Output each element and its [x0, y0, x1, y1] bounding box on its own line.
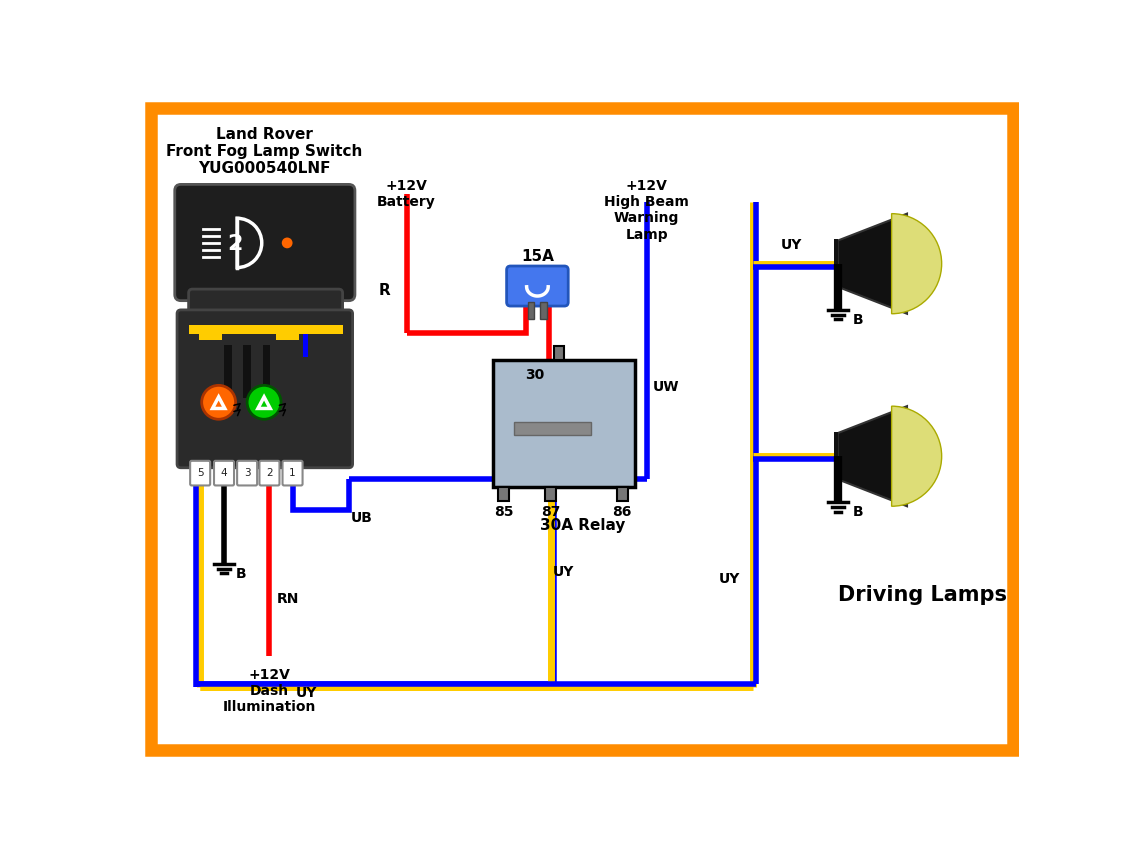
Text: UY: UY [296, 686, 317, 700]
Polygon shape [838, 213, 907, 314]
Bar [554, 346, 564, 360]
Text: UY: UY [781, 238, 802, 252]
Text: Land Rover
Front Fog Lamp Switch
YUG000540LNF: Land Rover Front Fog Lamp Switch YUG0005… [166, 127, 362, 177]
Bar [514, 422, 591, 435]
Bar [545, 487, 556, 501]
Circle shape [202, 385, 236, 419]
FancyBboxPatch shape [283, 461, 303, 485]
Text: 86: 86 [613, 506, 632, 519]
Bar [276, 334, 299, 340]
Wedge shape [892, 406, 942, 507]
Text: +12V
High Beam
Warning
Lamp: +12V High Beam Warning Lamp [604, 179, 689, 241]
Text: +12V
Battery: +12V Battery [377, 179, 436, 209]
Bar [616, 487, 628, 501]
FancyBboxPatch shape [237, 461, 258, 485]
Bar [834, 432, 838, 481]
Text: 3: 3 [244, 468, 251, 479]
Text: 15A: 15A [521, 249, 554, 264]
FancyBboxPatch shape [177, 310, 353, 468]
Bar [224, 344, 232, 399]
FancyBboxPatch shape [506, 266, 569, 306]
Bar [243, 344, 251, 399]
Text: 5: 5 [196, 468, 203, 479]
Circle shape [247, 385, 281, 419]
Bar [528, 303, 535, 319]
Polygon shape [838, 406, 907, 507]
Text: RN: RN [277, 592, 300, 606]
Bar [834, 239, 838, 288]
FancyBboxPatch shape [215, 461, 234, 485]
Text: B: B [236, 567, 246, 581]
Circle shape [281, 237, 293, 248]
Text: 2: 2 [227, 235, 243, 254]
Bar [498, 487, 508, 501]
Bar [303, 334, 308, 357]
Bar [199, 334, 221, 340]
Text: Driving Lamps: Driving Lamps [838, 585, 1007, 605]
FancyBboxPatch shape [188, 289, 343, 320]
Bar [262, 344, 270, 399]
FancyBboxPatch shape [175, 184, 355, 301]
Text: UW: UW [653, 380, 680, 394]
Text: UY: UY [720, 572, 741, 586]
Text: 30A Relay: 30A Relay [540, 518, 625, 533]
Text: UB: UB [351, 511, 373, 524]
Text: B: B [854, 506, 864, 519]
Text: R: R [379, 283, 390, 298]
Text: 4: 4 [220, 468, 227, 479]
Text: B: B [854, 313, 864, 327]
FancyBboxPatch shape [493, 360, 636, 487]
Text: UY: UY [553, 564, 574, 579]
Bar [540, 303, 547, 319]
FancyBboxPatch shape [191, 461, 210, 485]
Wedge shape [892, 213, 942, 314]
Text: +12V
Dash
Illumination: +12V Dash Illumination [222, 668, 317, 714]
Text: 85: 85 [494, 506, 513, 519]
Text: 87: 87 [540, 506, 561, 519]
Text: 2: 2 [266, 468, 272, 479]
Text: 30: 30 [526, 368, 545, 382]
FancyBboxPatch shape [260, 461, 279, 485]
Bar [188, 326, 343, 334]
Text: 1: 1 [289, 468, 296, 479]
